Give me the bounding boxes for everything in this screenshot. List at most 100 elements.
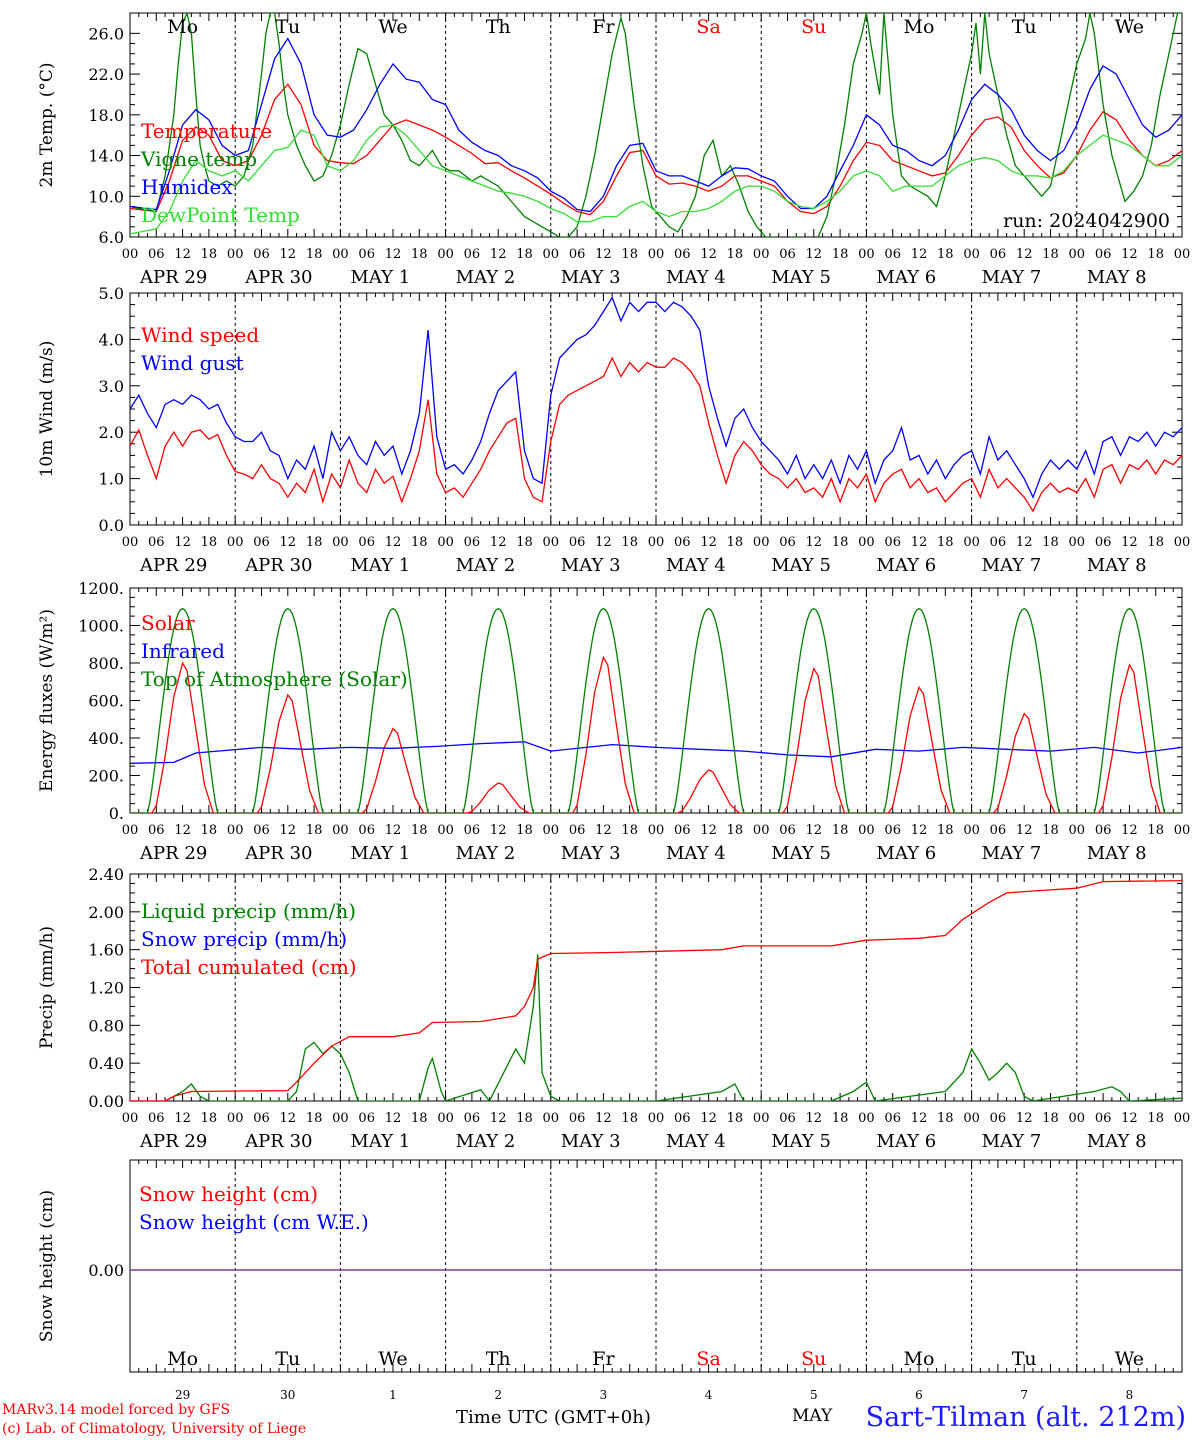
series-group	[130, 607, 1182, 813]
date-label: MAY 6	[876, 1131, 936, 1152]
hour-tick-label: 00	[753, 247, 770, 262]
hour-tick-label: 00	[1174, 1111, 1191, 1126]
hour-tick-label: 06	[358, 535, 375, 550]
hour-tick-label: 06	[569, 823, 586, 838]
hour-tick-label: 12	[911, 1111, 928, 1126]
series-line	[130, 356, 1182, 513]
legend-entry: Vigne temp	[140, 147, 257, 171]
weekday-label: Sa	[696, 16, 720, 38]
legend-entry: Solar	[141, 611, 195, 635]
hour-tick-label: 06	[464, 1111, 481, 1126]
day-number: 29	[175, 1388, 190, 1402]
series-line	[130, 954, 1182, 1101]
hour-tick-label: 12	[700, 535, 717, 550]
day-number: 4	[705, 1388, 713, 1402]
weekday-label: Th	[486, 16, 511, 38]
hour-tick-label: 12	[595, 1111, 612, 1126]
y-tick-label: 1000.	[78, 617, 124, 636]
weekday-label: Fr	[592, 16, 615, 38]
date-label: MAY 3	[561, 843, 621, 864]
hour-tick-label: 06	[674, 823, 691, 838]
hour-tick-label: 18	[621, 823, 638, 838]
hour-tick-label: 18	[937, 823, 954, 838]
hour-tick-label: 12	[385, 535, 402, 550]
hour-tick-label: 06	[1095, 247, 1112, 262]
hour-tick-label: 18	[306, 823, 323, 838]
hour-tick-label: 18	[1042, 1111, 1059, 1126]
hour-tick-label: 00	[1069, 535, 1086, 550]
date-label: MAY 8	[1087, 843, 1147, 864]
hour-tick-label: 00	[227, 823, 244, 838]
series-group	[130, 296, 1182, 513]
hour-tick-label: 06	[990, 535, 1007, 550]
day-number: 8	[1126, 1388, 1134, 1402]
hour-tick-label: 18	[1042, 247, 1059, 262]
y-tick-label: 1200.	[78, 579, 124, 598]
date-label: MAY 1	[350, 267, 410, 288]
hour-tick-label: 06	[148, 247, 165, 262]
y-tick-label: 6.0	[99, 228, 124, 247]
date-label: MAY 4	[666, 1131, 726, 1152]
hour-tick-label: 18	[621, 247, 638, 262]
y-tick-label: 400.	[88, 729, 124, 748]
y-tick-label: 600.	[88, 692, 124, 711]
y-axis-label: Energy fluxes (W/m²)	[37, 609, 57, 792]
weekday-label: Th	[486, 1348, 511, 1370]
hour-tick-label: 18	[621, 1111, 638, 1126]
hour-tick-label: 00	[332, 823, 349, 838]
y-tick-label: 0.00	[88, 1092, 124, 1111]
hour-tick-label: 00	[963, 247, 980, 262]
hour-tick-label: 00	[122, 247, 139, 262]
y-tick-label: 4.0	[99, 330, 124, 349]
hour-tick-label: 00	[963, 535, 980, 550]
date-label: MAY 5	[771, 1131, 831, 1152]
month-label: MAY	[792, 1406, 833, 1426]
hour-tick-label: 18	[201, 535, 218, 550]
hour-tick-label: 18	[937, 247, 954, 262]
hour-tick-label: 12	[911, 535, 928, 550]
hour-tick-label: 06	[884, 1111, 901, 1126]
hour-tick-label: 12	[1121, 823, 1138, 838]
hour-tick-label: 18	[411, 535, 428, 550]
hour-tick-label: 00	[332, 535, 349, 550]
hour-tick-label: 00	[963, 823, 980, 838]
hour-tick-label: 00	[1069, 823, 1086, 838]
date-label: MAY 3	[561, 267, 621, 288]
hour-tick-label: 06	[464, 823, 481, 838]
credit-lab: (c) Lab. of Climatology, University of L…	[2, 1421, 307, 1437]
credit-model: MARv3.14 model forced by GFS	[2, 1402, 231, 1418]
day-number: 6	[915, 1388, 923, 1402]
hour-tick-label: 12	[174, 1111, 191, 1126]
hour-tick-label: 12	[1121, 535, 1138, 550]
weekday-label: Mo	[904, 1348, 935, 1370]
hour-tick-label: 12	[1121, 247, 1138, 262]
legend-entry: DewPoint Temp	[141, 203, 300, 227]
y-tick-label: 26.0	[88, 24, 124, 43]
hour-tick-label: 12	[280, 247, 297, 262]
weekday-label: We	[378, 16, 407, 38]
legend-entry: Total cumulated (cm)	[141, 955, 357, 979]
hour-tick-label: 00	[437, 1111, 454, 1126]
series-line	[130, 607, 1182, 813]
date-label: MAY 3	[561, 555, 621, 576]
hour-tick-label: 00	[543, 535, 560, 550]
date-label: MAY 2	[456, 555, 516, 576]
hour-tick-label: 06	[990, 823, 1007, 838]
y-tick-label: 0.	[109, 804, 124, 823]
y-axis-label: 2m Temp. (°C)	[37, 62, 57, 187]
hour-tick-label: 00	[648, 247, 665, 262]
date-label: MAY 8	[1087, 1131, 1147, 1152]
y-tick-label: 2.00	[88, 903, 124, 922]
series-line	[130, 124, 1182, 235]
weekday-label: Sa	[696, 1348, 720, 1370]
hour-tick-label: 00	[543, 823, 560, 838]
y-axis-label: Snow height (cm)	[37, 1190, 57, 1342]
hour-tick-label: 18	[516, 1111, 533, 1126]
y-tick-label: 5.0	[99, 284, 124, 303]
y-tick-label: 1.0	[99, 470, 124, 489]
hour-tick-label: 06	[569, 1111, 586, 1126]
hour-tick-label: 00	[648, 823, 665, 838]
date-label: APR 29	[139, 555, 207, 576]
date-label: APR 30	[244, 843, 312, 864]
hour-tick-label: 12	[806, 823, 823, 838]
